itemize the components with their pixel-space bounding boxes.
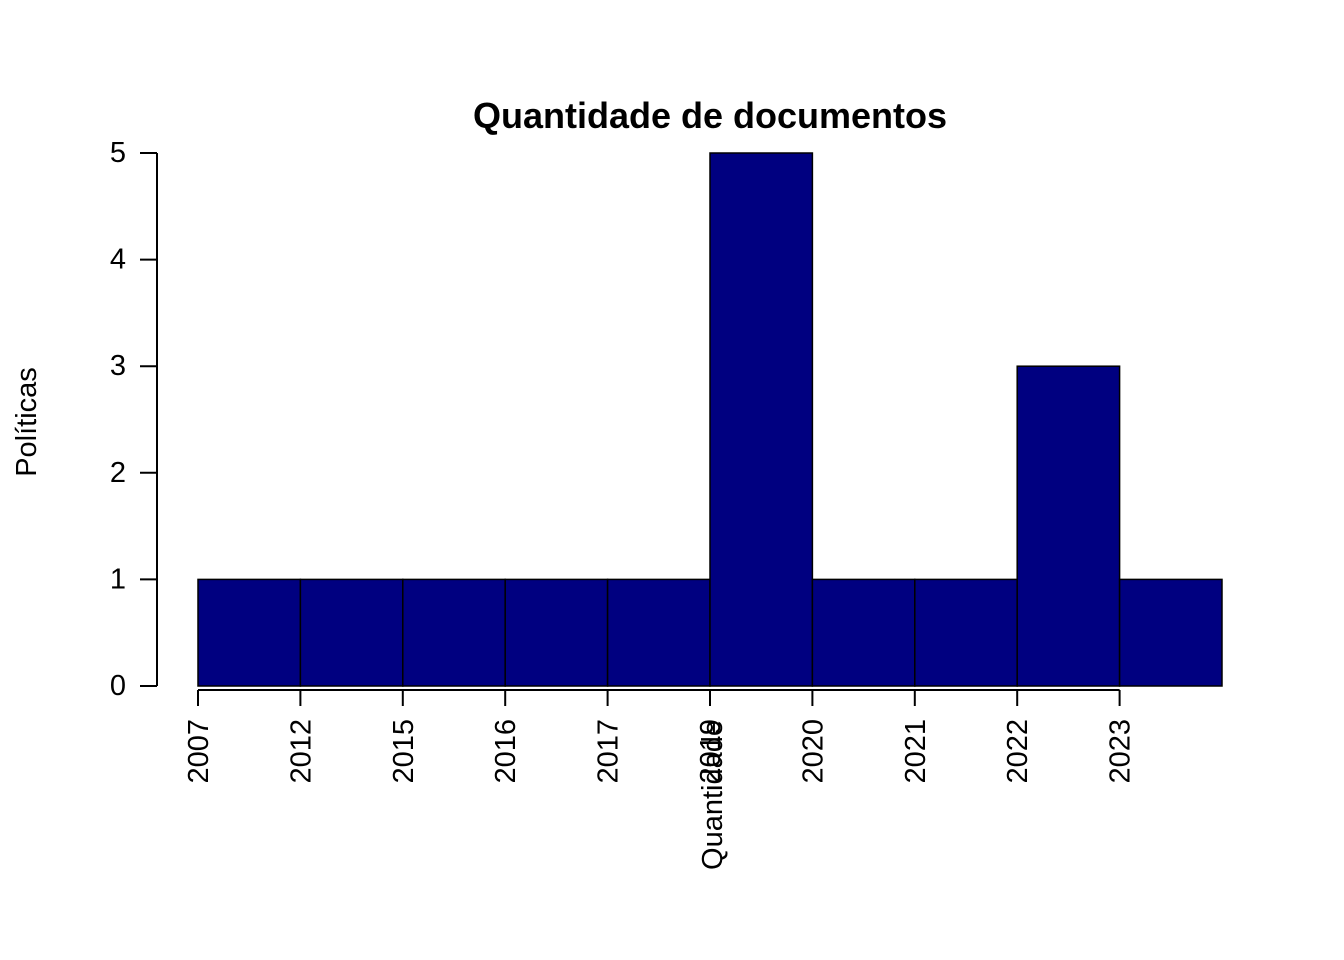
x-tick-label: 2012: [285, 719, 317, 784]
x-axis: 2007 2012 2015 2016 2017 2019 2020 2021 2022 2023: [183, 689, 1137, 784]
x-tick-label: 2017: [593, 719, 625, 784]
y-tick-label: 5: [110, 137, 126, 169]
x-tick-label: 2020: [797, 719, 829, 784]
chart-title: Quantidade de documentos: [473, 95, 947, 136]
x-axis-label: Quantidade: [697, 720, 729, 870]
bar-2012: [299, 578, 404, 687]
bars: [197, 152, 1223, 687]
x-tick-label: 2021: [900, 719, 932, 784]
x-tick-label: 2015: [388, 719, 420, 784]
y-tick-label: 2: [110, 457, 126, 489]
bar-2023: [1118, 578, 1223, 687]
x-tick-label: 2022: [1002, 719, 1034, 784]
bar-2017: [606, 578, 711, 687]
y-tick-label: 0: [110, 670, 126, 702]
x-tick-label: 2019: [695, 719, 727, 784]
y-axis-label: Políticas: [11, 367, 43, 477]
bar-2015: [402, 578, 506, 687]
x-tick-label: 2007: [183, 719, 215, 784]
bar-2021: [914, 578, 1018, 687]
bar-2022: [1016, 365, 1121, 687]
bar-2007: [197, 578, 302, 687]
x-tick-label: 2023: [1105, 719, 1137, 784]
y-axis: 0 1 2 3 4 5: [110, 137, 158, 702]
x-tick-label: 2016: [490, 719, 522, 784]
bar-2019: [709, 152, 814, 687]
bar-2020: [811, 578, 916, 687]
y-tick-label: 4: [110, 244, 126, 276]
bar-2016: [504, 578, 609, 687]
y-tick-label: 3: [110, 350, 126, 382]
y-tick-label: 1: [110, 563, 126, 595]
